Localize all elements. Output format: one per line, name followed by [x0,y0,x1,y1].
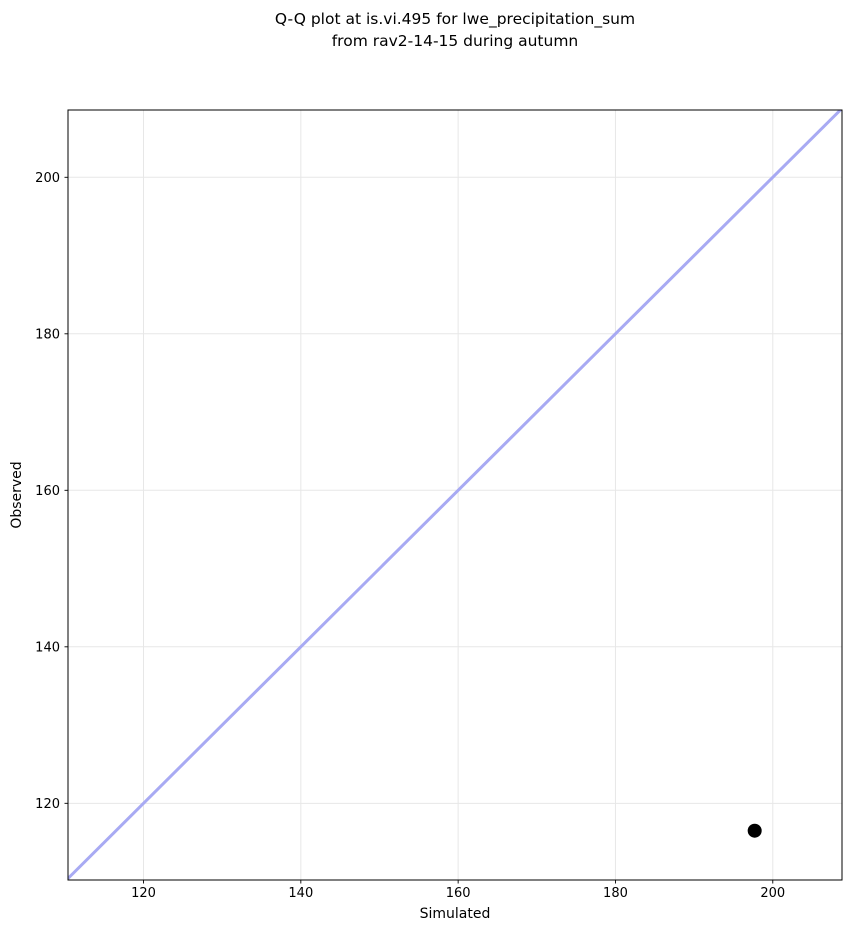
y-tick-label: 140 [35,640,60,655]
chart-title-line-2: from rav2-14-15 during autumn [331,32,579,50]
x-tick-label: 160 [446,886,471,901]
x-tick-label: 180 [603,886,628,901]
x-tick-label: 120 [131,886,156,901]
x-tick-label: 140 [288,886,313,901]
chart-title-line-1: Q-Q plot at is.vi.495 for lwe_precipitat… [274,10,636,28]
identity-line [68,110,842,880]
data-point [747,823,762,838]
y-tick-label: 160 [35,484,60,499]
y-axis-label: Observed [9,461,25,529]
plot-border [67,109,843,881]
y-tick-label: 180 [35,327,60,342]
x-axis-label: Simulated [419,906,491,922]
y-tick-label: 200 [35,171,60,186]
y-tick-label: 120 [35,797,60,812]
x-tick-label: 200 [760,886,785,901]
chart-title: Q-Q plot at is.vi.495 for lwe_precipitat… [68,8,842,52]
